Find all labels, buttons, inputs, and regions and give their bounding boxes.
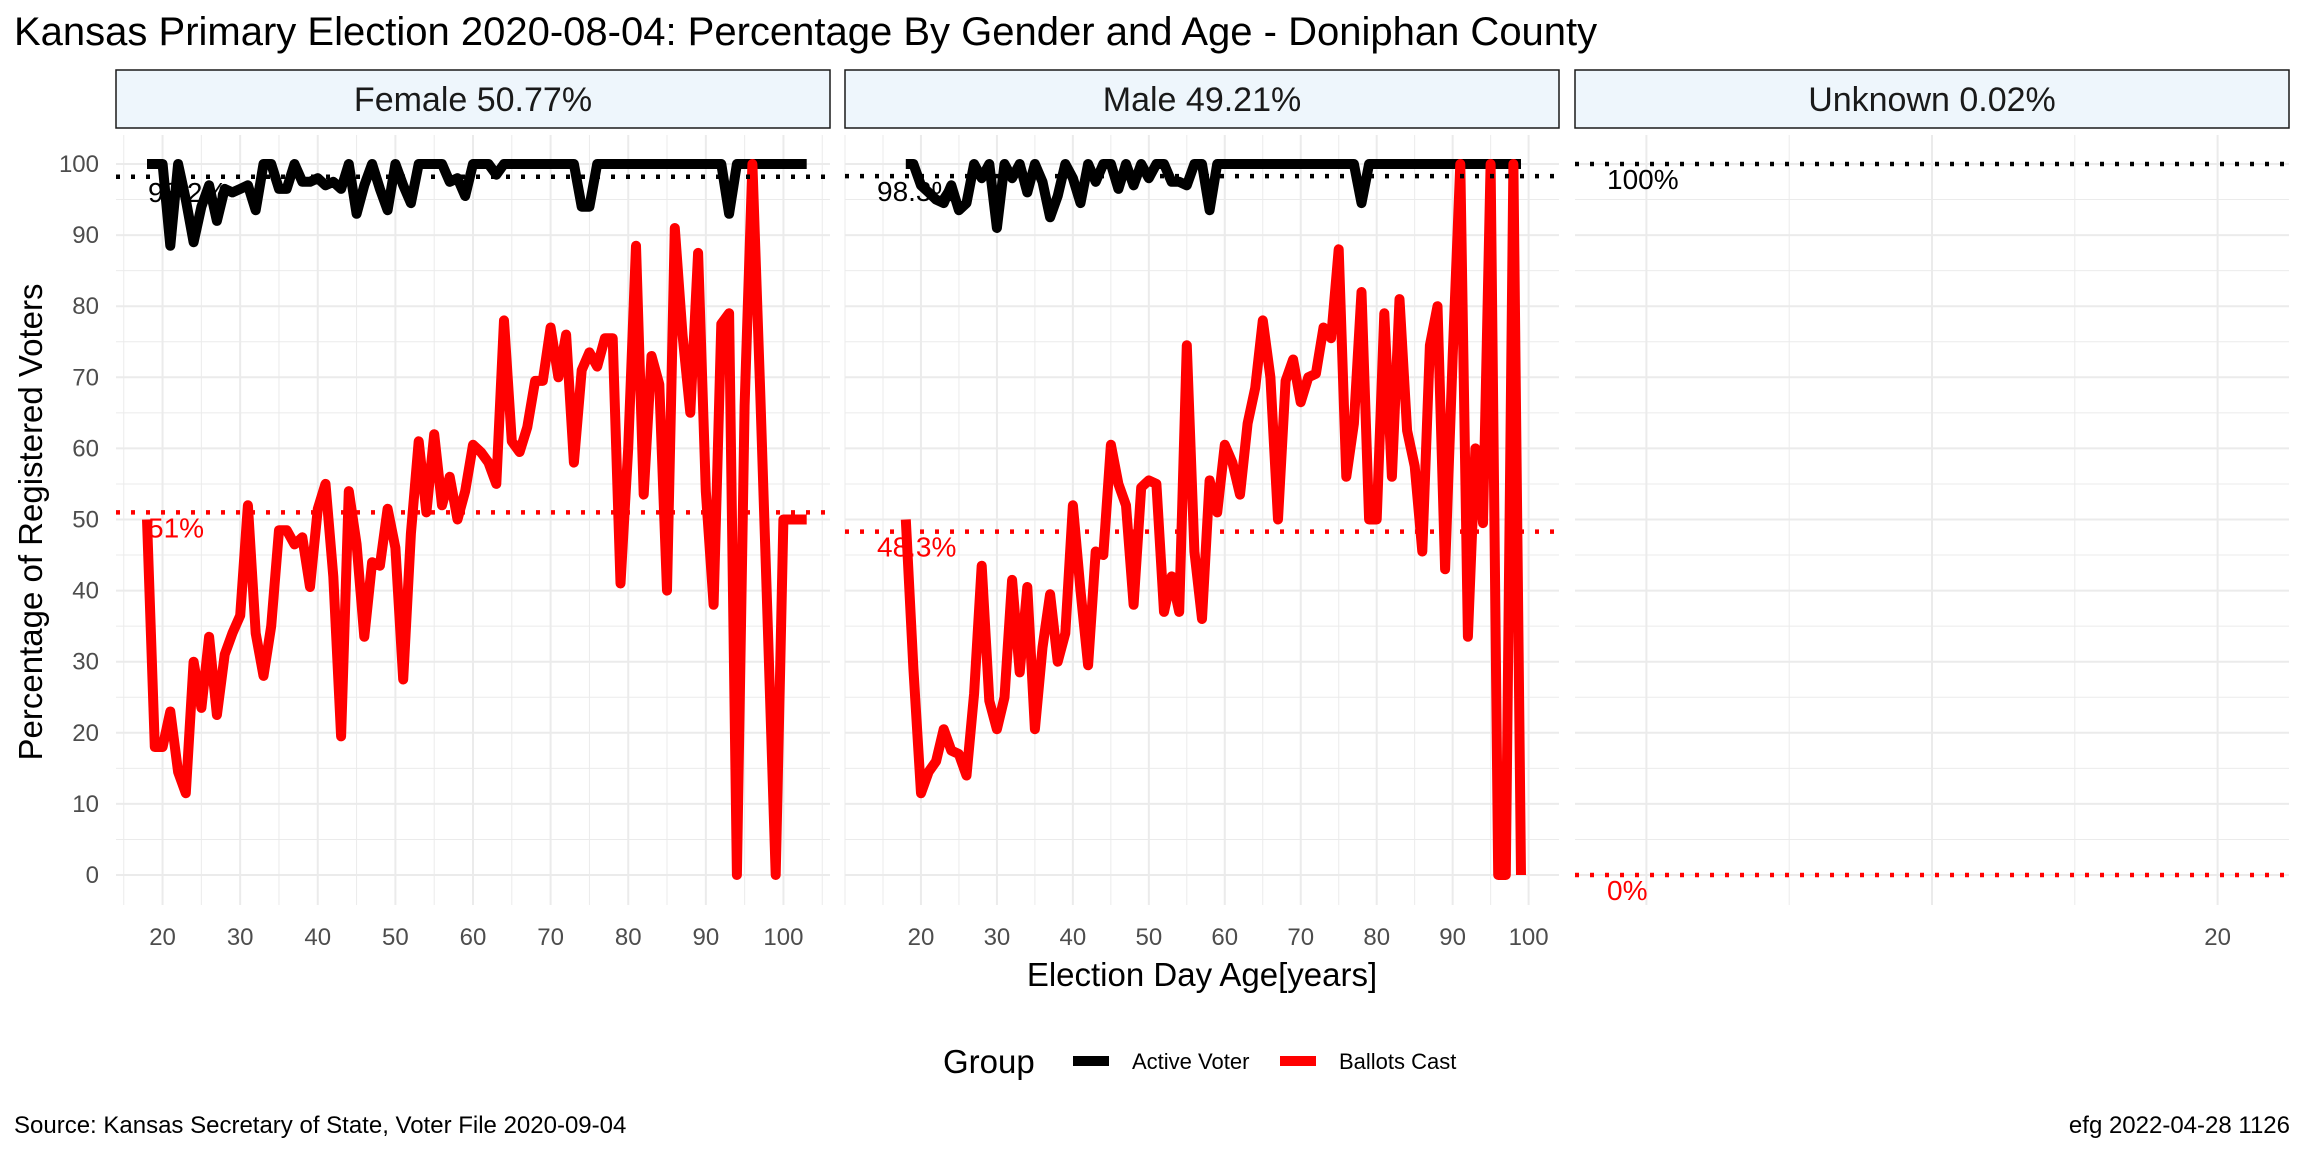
x-tick-label: 70	[1287, 924, 1314, 951]
y-tick-label: 0	[86, 862, 99, 889]
x-tick-label: 90	[692, 924, 719, 951]
legend-label-active-voter: Active Voter	[1132, 1049, 1249, 1074]
y-tick-label: 20	[72, 720, 99, 747]
x-axis-title: Election Day Age[years]	[1027, 956, 1377, 993]
chart-title: Kansas Primary Election 2020-08-04: Perc…	[14, 10, 1597, 54]
source-caption: Source: Kansas Secretary of State, Voter…	[14, 1112, 626, 1139]
chart-panels: Female 50.77% 20 30 40 50 60 70 80 90 100 0 10 20 30 4…	[59, 69, 2290, 951]
y-axis-title: Percentage of Registered Voters	[12, 284, 49, 761]
y-tick-label: 80	[72, 293, 99, 320]
x-tick-label: 100	[763, 924, 803, 951]
x-tick-label: 70	[537, 924, 564, 951]
legend-title: Group	[943, 1043, 1035, 1080]
x-tick-label: 20	[2204, 924, 2231, 951]
y-tick-label: 90	[72, 222, 99, 249]
x-tick-label: 40	[304, 924, 331, 951]
x-tick-label: 90	[1439, 924, 1466, 951]
panel-strip-label: Male 49.21%	[1103, 81, 1301, 119]
legend-label-ballots-cast: Ballots Cast	[1339, 1049, 1456, 1074]
panel-0: Female 50.77% 20 30 40 50 60 70 80 90 100 0 10 20 30 4…	[59, 69, 831, 951]
panel-strip	[1574, 69, 2290, 129]
y-tick-label: 30	[72, 649, 99, 676]
reference-label-active: 100%	[1607, 164, 1679, 195]
panel-strip-label: Female 50.77%	[354, 81, 592, 119]
y-tick-label: 40	[72, 578, 99, 605]
series-line-active-voter	[147, 159, 807, 251]
x-tick-label: 20	[908, 924, 935, 951]
y-tick-label: 50	[72, 507, 99, 534]
series-line-ballots-cast	[900, 159, 1526, 880]
x-tick-label: 30	[984, 924, 1011, 951]
reference-label-ballots: 0%	[1607, 875, 1647, 906]
x-tick-label: 40	[1060, 924, 1087, 951]
x-tick-label: 60	[460, 924, 487, 951]
reference-label-ballots: 48.3%	[877, 532, 956, 563]
legend: Group Active Voter Ballots Cast	[943, 1043, 1456, 1080]
y-tick-label: 100	[59, 151, 99, 178]
reference-label-active: 98.3%	[877, 176, 956, 207]
x-tick-label: 100	[1509, 924, 1549, 951]
series-line-active-voter	[905, 159, 1521, 233]
reference-label-active: 98.2%	[148, 177, 227, 208]
author-caption: efg 2022-04-28 1126	[2069, 1112, 2290, 1139]
panel-strip-label: Unknown 0.02%	[1808, 81, 2056, 119]
panel-strip	[115, 69, 831, 129]
x-tick-label: 80	[1363, 924, 1390, 951]
x-tick-label: 20	[149, 924, 176, 951]
x-tick-label: 80	[615, 924, 642, 951]
x-tick-label: 30	[227, 924, 254, 951]
x-tick-label: 60	[1211, 924, 1238, 951]
panel-1: Male 49.21% 20 30 40 50 60 70 80 90 100 98.3% 48.3%	[844, 69, 1560, 951]
x-tick-label: 50	[382, 924, 409, 951]
x-tick-label: 50	[1135, 924, 1162, 951]
y-tick-label: 10	[72, 791, 99, 818]
series-line-ballots-cast	[142, 159, 807, 880]
panel-2: Unknown 0.02% 20 100% 0%	[1574, 69, 2290, 951]
y-tick-label: 60	[72, 435, 99, 462]
y-tick-label: 70	[72, 364, 99, 391]
panel-strip	[844, 69, 1560, 129]
reference-label-ballots: 51%	[148, 512, 204, 543]
